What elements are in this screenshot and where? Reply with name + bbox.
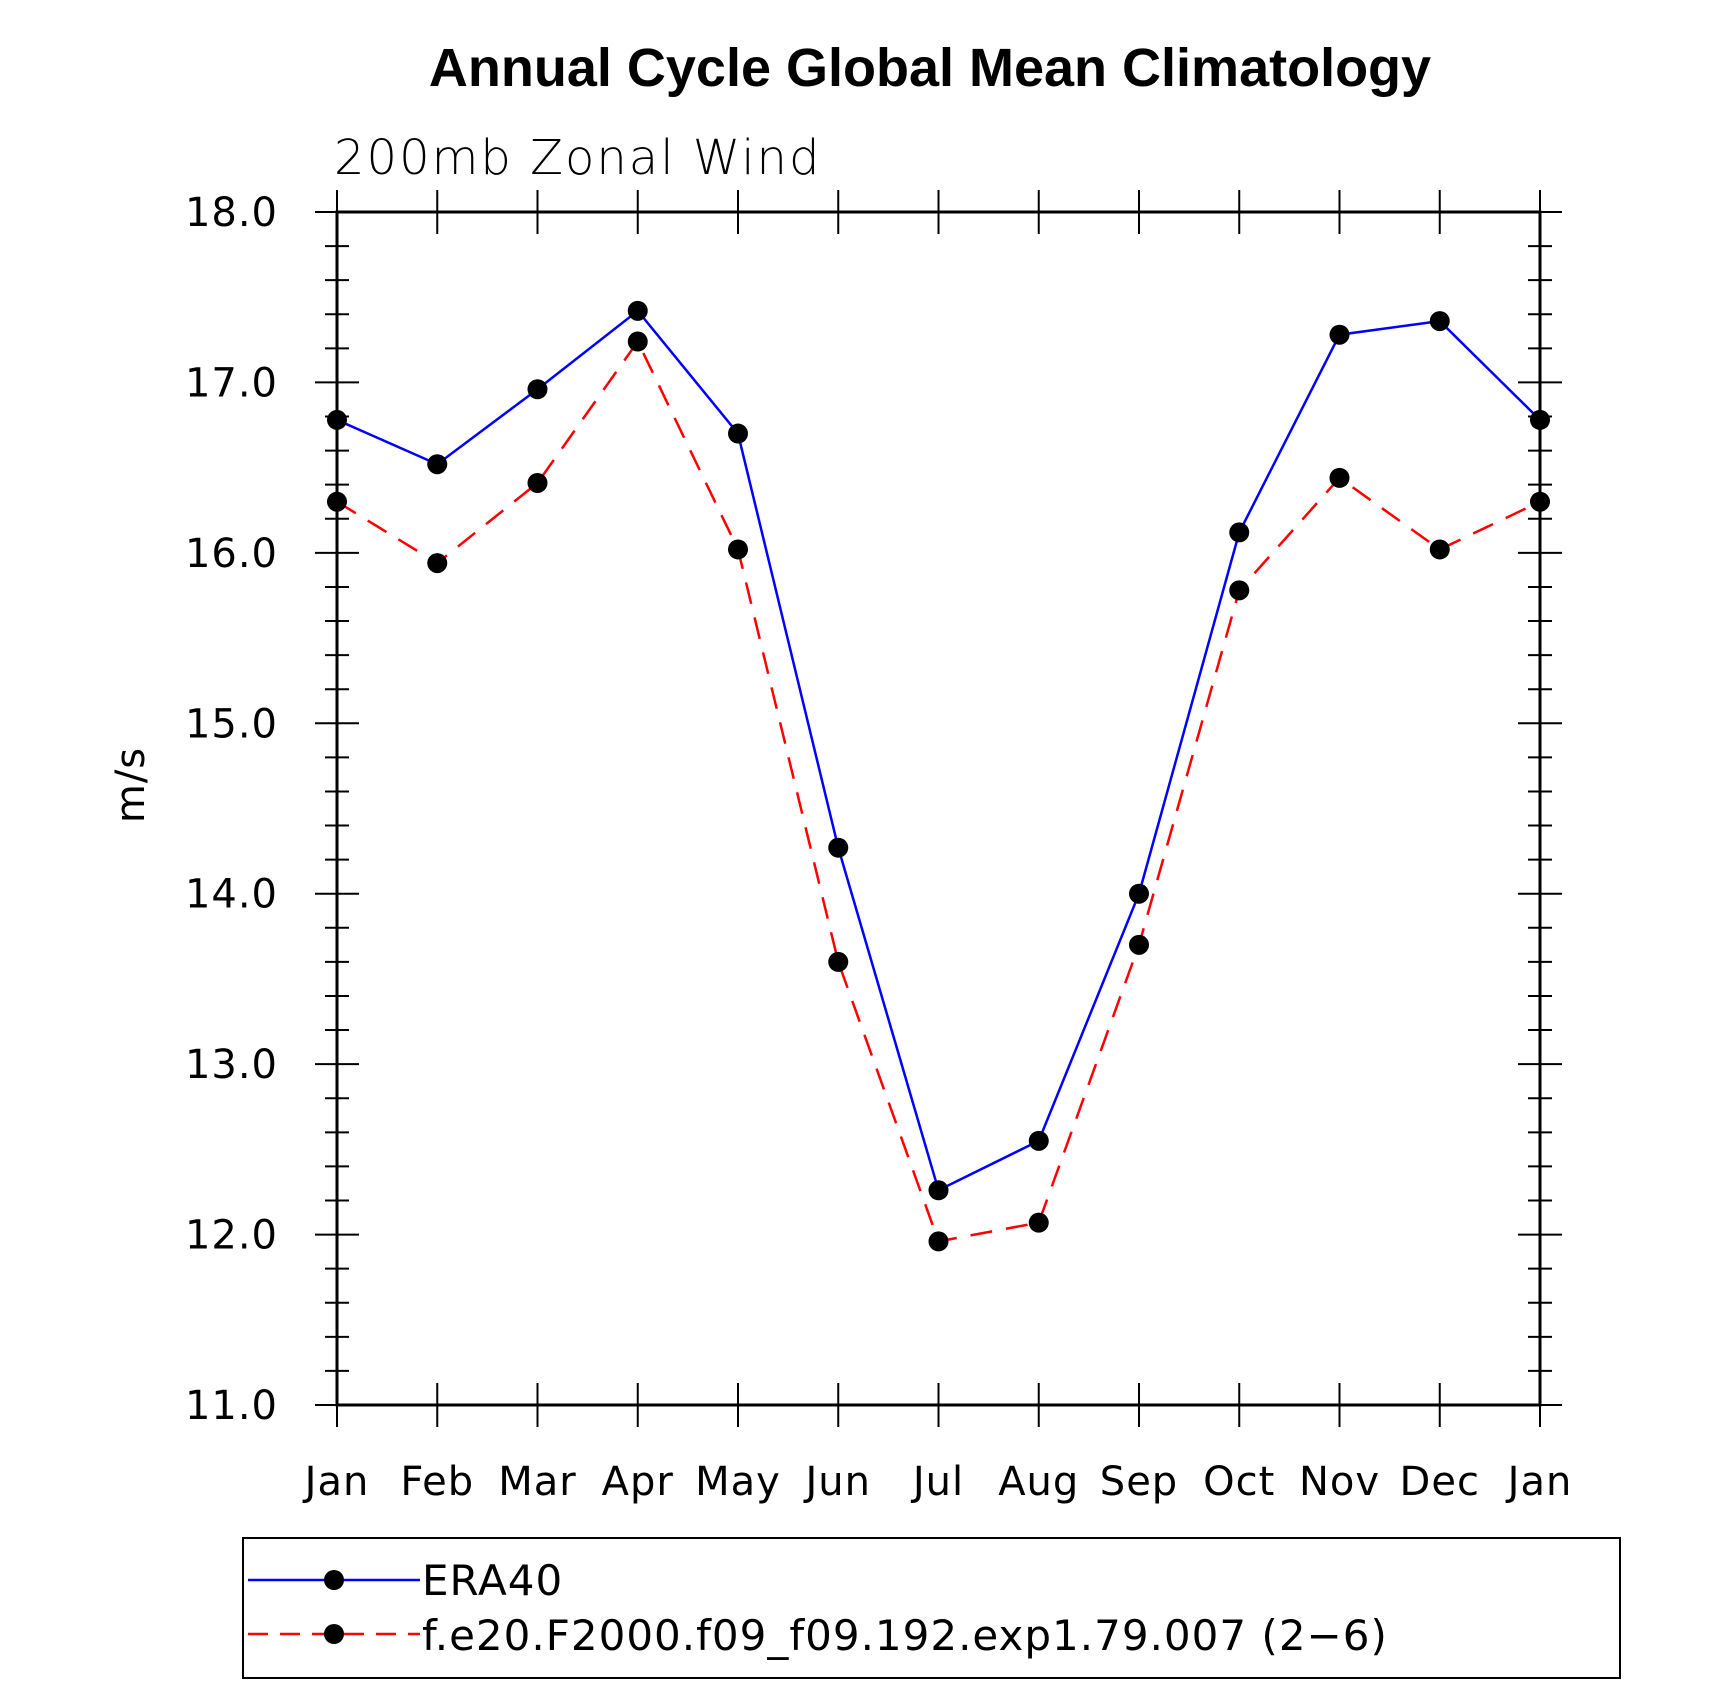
y-tick-label: 16.0 [185, 531, 278, 577]
x-tick-label: Feb [400, 1459, 474, 1505]
series-group [327, 300, 1550, 1252]
data-point-0 [928, 1180, 949, 1201]
data-point-1 [928, 1231, 949, 1252]
x-tick-label: Jul [910, 1459, 964, 1505]
data-point-0 [1429, 311, 1450, 332]
series-line-0 [336, 309, 1541, 1193]
data-point-1 [427, 553, 448, 574]
data-point-1 [728, 539, 748, 560]
data-point-1 [828, 951, 849, 972]
data-point-1 [327, 491, 347, 512]
x-tick-label: May [695, 1459, 781, 1505]
chart-title: Annual Cycle Global Mean Climatology [429, 38, 1431, 98]
y-tick-label: 11.0 [185, 1383, 278, 1429]
x-tick-label: Jun [803, 1459, 872, 1505]
data-point-0 [627, 300, 648, 321]
data-point-1 [1530, 491, 1550, 512]
data-point-1 [1329, 467, 1350, 488]
x-tick-label: Mar [498, 1459, 576, 1505]
y-tick-label: 12.0 [185, 1213, 278, 1259]
x-tick-label: Nov [1299, 1459, 1380, 1505]
x-tick-label: Jan [1505, 1459, 1573, 1505]
y-tick-label: 14.0 [185, 872, 278, 918]
y-axis-label: m/s [108, 747, 154, 823]
data-point-0 [1229, 522, 1250, 543]
chart-subtitle: 200mb Zonal Wind [334, 130, 821, 186]
legend-box [242, 1537, 1621, 1679]
y-tick-label: 13.0 [185, 1042, 278, 1088]
x-tick-label: Jan [302, 1459, 370, 1505]
series-line-1 [336, 339, 1541, 1243]
data-point-0 [1329, 324, 1350, 345]
data-point-1 [1429, 539, 1450, 560]
x-tick-label: Dec [1400, 1459, 1480, 1505]
data-point-1 [1028, 1212, 1049, 1233]
x-tick-label: Sep [1100, 1459, 1178, 1505]
axes: 11.0 12.0 13.0 14.0 15.0 16.0 17.0 18.0 Jan Feb Ma… [185, 190, 1573, 1505]
y-tick-label: 15.0 [185, 701, 278, 747]
data-point-0 [1028, 1130, 1049, 1151]
data-point-1 [627, 331, 648, 352]
legend: ERA40 f.e20.F2000.f09_f09.192.exp1.79.00… [242, 1537, 1621, 1679]
y-tick-label: 18.0 [185, 190, 278, 236]
legend-marker-era40 [324, 1570, 344, 1590]
data-point-0 [828, 837, 849, 858]
data-point-0 [1530, 409, 1550, 430]
x-tick-label: Aug [998, 1459, 1079, 1505]
data-point-0 [427, 454, 448, 475]
legend-label-model: f.e20.F2000.f09_f09.192.exp1.79.007 (2−6… [422, 1611, 1388, 1660]
x-tick-label: Oct [1203, 1459, 1275, 1505]
y-tick-label: 17.0 [185, 360, 278, 406]
data-point-0 [527, 379, 548, 400]
legend-marker-model [324, 1624, 344, 1644]
data-point-0 [1129, 883, 1149, 904]
plot-frame [335, 210, 1542, 1407]
data-point-1 [527, 472, 548, 493]
legend-label-era40: ERA40 [422, 1556, 563, 1605]
data-point-1 [1229, 580, 1250, 601]
data-point-1 [1129, 934, 1149, 955]
data-point-0 [728, 423, 748, 444]
data-point-0 [327, 409, 347, 430]
x-tick-label: Apr [602, 1459, 674, 1505]
